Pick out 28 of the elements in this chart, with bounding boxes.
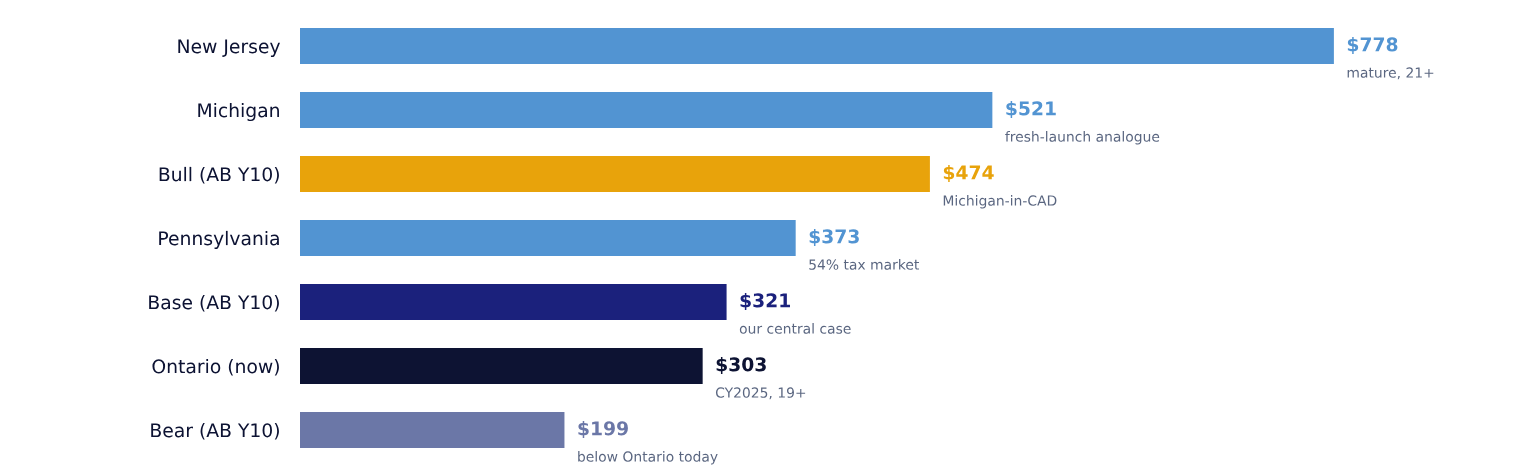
data-label: $474: [943, 164, 994, 182]
y-tick-label: New Jersey: [178, 39, 280, 58]
bar: [300, 284, 727, 320]
bar: [300, 28, 1334, 64]
y-tick-label: Base (AB Y10): [149, 294, 279, 312]
y-tick-label: Ontario (now): [152, 358, 279, 376]
data-label: $373: [809, 228, 859, 246]
annotation: CY2025, 19+: [715, 387, 806, 400]
y-tick-label: Pennsylvania: [159, 230, 279, 250]
y-tick-label: Bear (AB Y10): [151, 422, 279, 440]
annotation: our central case: [739, 323, 851, 334]
y-tick-label: Bull (AB Y10): [159, 166, 279, 184]
data-label: $303: [716, 356, 766, 374]
bar: [300, 348, 703, 384]
annotation: 54% tax market: [809, 259, 920, 270]
y-tick-label: Michigan: [198, 102, 279, 122]
data-label: $778: [1347, 36, 1398, 54]
bar: [300, 156, 930, 192]
annotation: fresh-launch analogue: [1005, 131, 1160, 145]
annotation: Michigan-in-CAD: [943, 195, 1057, 209]
data-label: $321: [740, 292, 790, 310]
annotation: below Ontario today: [578, 451, 718, 465]
bar: [300, 92, 993, 128]
annotation: mature, 21+: [1347, 67, 1434, 80]
bar: [300, 412, 565, 448]
bar: [300, 220, 796, 256]
data-label: $199: [578, 420, 628, 438]
data-label: $521: [1006, 100, 1056, 118]
